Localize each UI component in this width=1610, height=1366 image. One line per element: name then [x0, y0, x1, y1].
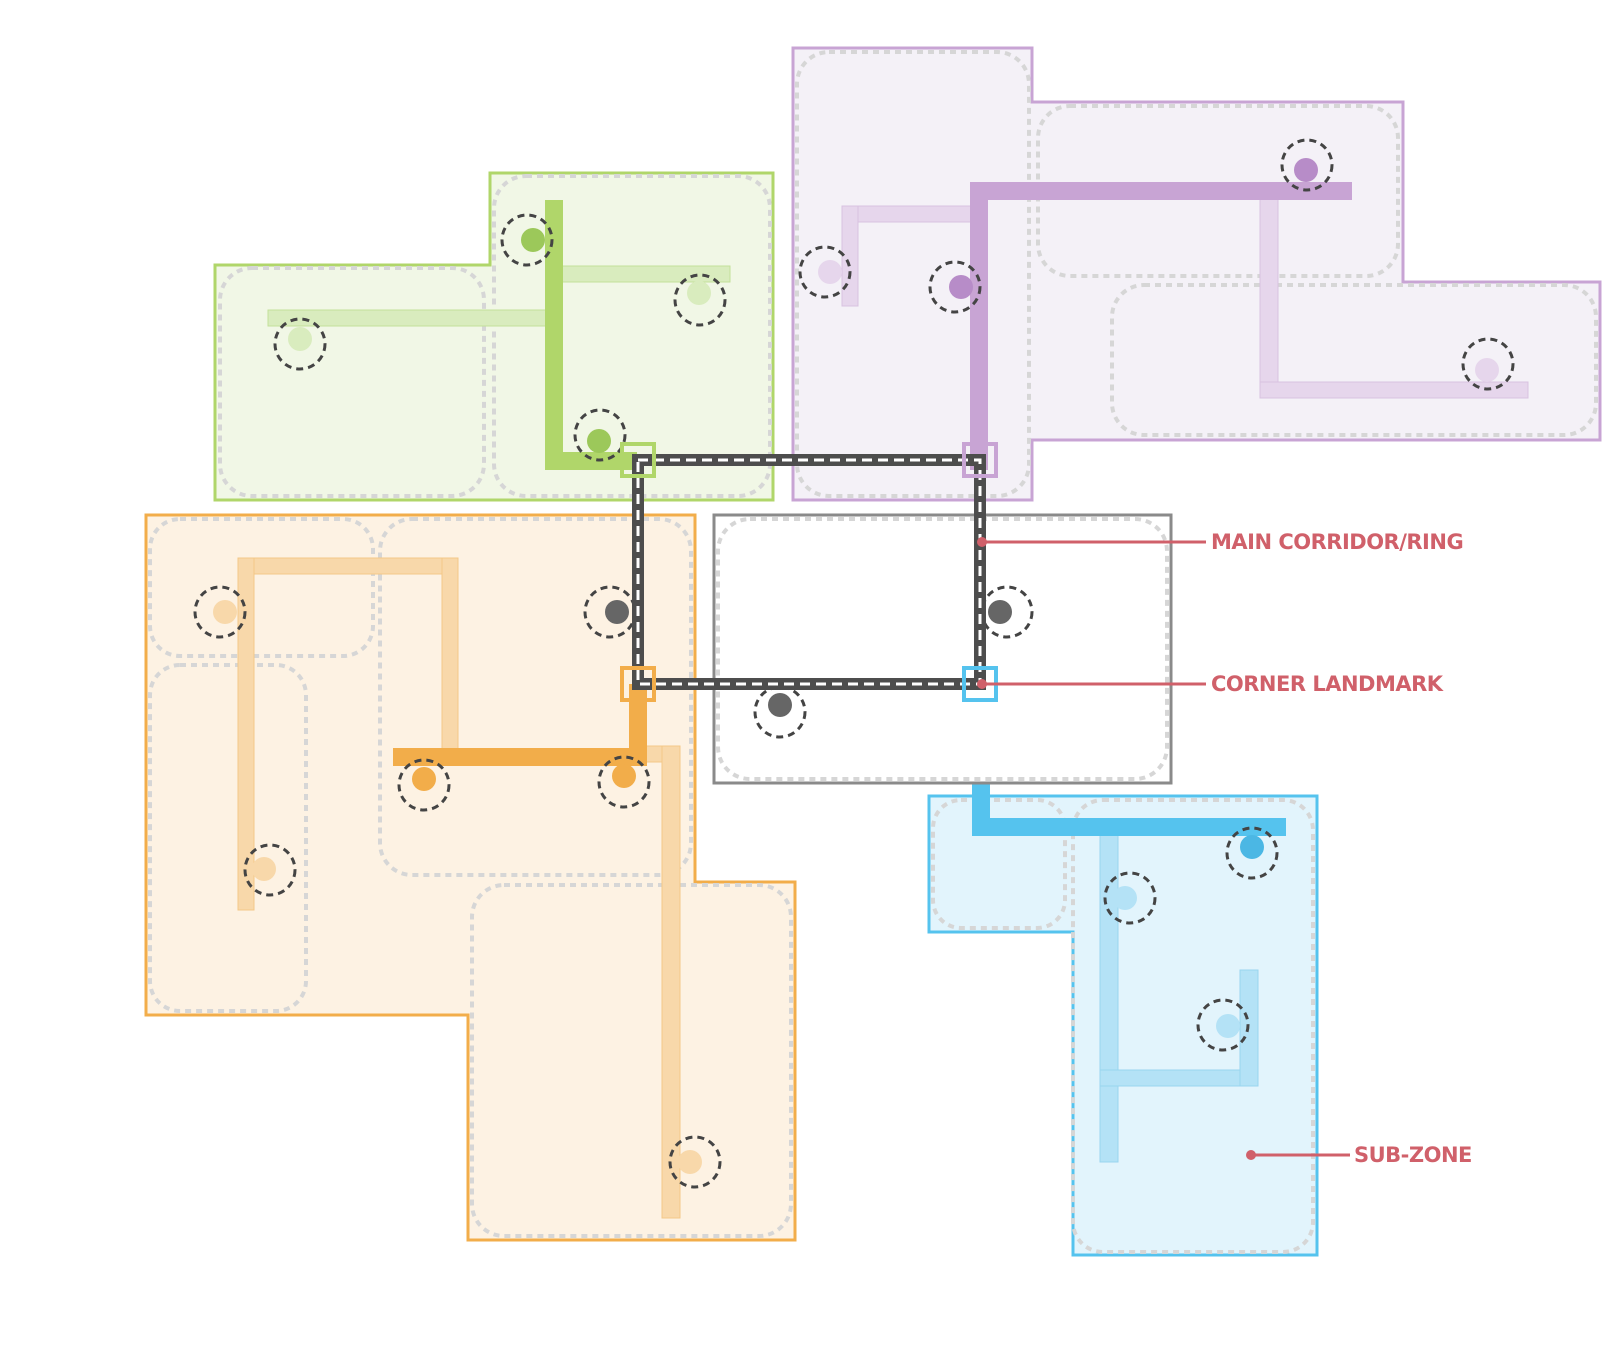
main-corridor-ring	[632, 454, 986, 690]
dashed-circle-node-icon	[397, 758, 451, 812]
green-secondary-path	[267, 309, 547, 327]
green-primary-path	[545, 200, 563, 470]
purple-subzone	[1036, 104, 1400, 278]
dashed-circle-node-icon	[668, 1135, 722, 1189]
orange-secondary-path	[237, 557, 255, 911]
dashed-circle-node-icon	[1103, 871, 1157, 925]
gray-subzone	[716, 517, 1169, 781]
green-zone	[213, 171, 775, 502]
callout-sub-zone: SUB-ZONE	[1246, 1143, 1472, 1167]
gray-zone-outline	[712, 513, 1173, 785]
blue-secondary-path	[1099, 1069, 1259, 1087]
blue-subzone	[931, 798, 1067, 930]
dashed-circle-node-icon	[928, 260, 982, 314]
square-landmark-icon	[962, 442, 998, 478]
purple-primary-path	[970, 182, 1352, 200]
callout-label-corner-landmark: CORNER LANDMARK	[1211, 672, 1444, 696]
dashed-circle-node-icon	[500, 213, 554, 267]
orange-secondary-path	[661, 745, 681, 1219]
dashed-circle-node-icon	[753, 685, 807, 739]
blue-subzone	[1071, 798, 1315, 1254]
green-subzone	[218, 266, 486, 498]
green-secondary-path	[545, 265, 731, 283]
callout-label-main-corridor: MAIN CORRIDOR/RING	[1211, 530, 1463, 554]
dashed-circle-node-icon	[243, 843, 297, 897]
dashed-circle-node-icon	[1280, 138, 1334, 192]
purple-secondary-path	[1259, 189, 1279, 399]
blue-secondary-path	[1099, 833, 1119, 1163]
purple-subzone	[795, 50, 1031, 498]
orange-primary-path	[393, 748, 647, 766]
dashed-circle-node-icon	[1461, 337, 1515, 391]
purple-secondary-path	[841, 205, 859, 307]
orange-subzone	[148, 663, 308, 1013]
callout-corner-landmark: CORNER LANDMARK	[977, 672, 1444, 696]
dashed-circle-node-icon	[798, 245, 852, 299]
orange-subzone	[148, 517, 375, 658]
dashed-circle-node-icon	[673, 273, 727, 327]
purple-primary-path	[970, 182, 988, 470]
dashed-circle-node-icon	[1196, 998, 1250, 1052]
orange-primary-path	[629, 684, 647, 766]
orange-zone	[144, 513, 797, 1242]
callout-label-sub-zone: SUB-ZONE	[1354, 1143, 1472, 1167]
gray-zone	[583, 513, 1173, 785]
purple-zone	[791, 46, 1602, 502]
blue-primary-path	[972, 818, 1286, 836]
dashed-circle-node-icon	[597, 755, 651, 809]
purple-subzone	[1110, 283, 1598, 437]
orange-subzone	[378, 517, 693, 877]
blue-zone	[927, 684, 1319, 1257]
blue-zone-outline	[927, 794, 1319, 1257]
dashed-circle-node-icon	[1225, 826, 1279, 880]
square-landmark-icon	[620, 666, 656, 702]
orange-secondary-path	[441, 557, 459, 759]
dashed-circle-node-icon	[273, 317, 327, 371]
orange-subzone	[470, 883, 793, 1238]
dashed-circle-node-icon	[573, 408, 627, 462]
purple-secondary-path	[1259, 381, 1529, 399]
dashed-circle-node-icon	[193, 585, 247, 639]
square-landmark-icon	[620, 442, 656, 478]
callout-main-corridor: MAIN CORRIDOR/RING	[977, 530, 1464, 554]
purple-secondary-path	[841, 205, 973, 223]
orange-secondary-path	[237, 557, 459, 575]
